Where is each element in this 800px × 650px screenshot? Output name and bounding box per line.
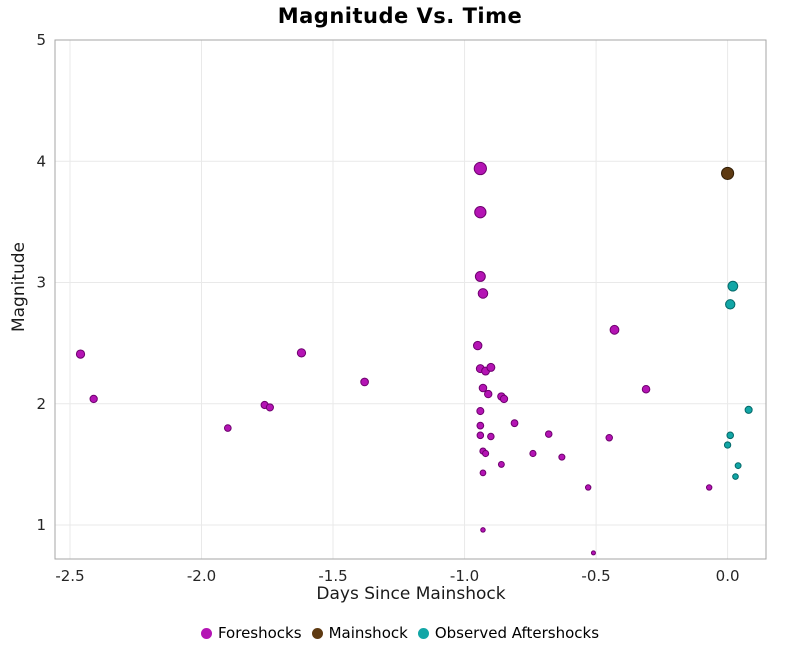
data-point [544,430,553,438]
data-point [744,405,753,414]
data-point [474,206,487,219]
x-tick-label: 0.0 [716,567,740,585]
y-tick-label: 1 [36,516,46,534]
data-point [723,441,732,449]
legend-item-mainshock: Mainshock [311,624,408,642]
data-point [605,433,613,442]
data-point [476,407,485,416]
x-tick-label: -0.5 [581,567,610,585]
data-point [727,280,739,292]
legend-item-aftershocks: Observed Aftershocks [417,624,600,642]
x-tick-label: -1.0 [450,567,479,585]
data-point [477,288,489,299]
data-point [497,460,505,468]
data-point [705,484,713,491]
y-tick-label: 3 [36,274,46,292]
legend-label-aftershocks: Observed Aftershocks [434,624,600,642]
data-point [584,484,592,491]
data-point [721,166,735,180]
data-point [734,462,742,470]
data-point [265,403,274,412]
aftershocks-marker-icon [417,627,429,639]
y-tick-label: 4 [36,152,46,170]
x-tick-label: -2.5 [55,567,84,585]
data-point [472,340,483,351]
data-point [478,383,488,393]
legend-label-foreshocks: Foreshocks [217,624,302,642]
y-axis-label: Magnitude [9,241,29,333]
chart-title: Magnitude Vs. Time [277,4,523,28]
data-point [223,424,232,432]
data-point [725,299,736,310]
mainshock-marker-icon [311,627,323,639]
x-tick-label: -1.5 [318,567,347,585]
data-point [89,394,98,404]
data-point [609,324,620,335]
data-point [558,453,566,461]
data-point [487,432,495,441]
data-point [732,473,739,480]
data-point [641,384,651,394]
data-point [473,161,487,176]
data-point [510,419,519,428]
data-point [296,348,307,358]
data-point [499,394,509,404]
data-point [75,349,86,359]
x-axis-label: Days Since Mainshock [316,584,506,604]
data-point [726,431,734,440]
data-point [474,271,486,282]
legend-item-foreshocks: Foreshocks [200,624,302,642]
data-point [484,389,493,399]
plot-border [54,39,767,560]
data-point [480,527,486,533]
data-point [476,421,485,430]
data-point [360,377,369,387]
data-point [486,362,496,372]
data-point [479,469,487,477]
legend: Foreshocks Mainshock Observed Aftershock… [0,620,800,646]
data-point [482,449,490,458]
data-point [529,449,537,458]
y-tick-label: 5 [36,31,46,49]
legend-label-mainshock: Mainshock [328,624,408,642]
foreshocks-marker-icon [200,627,212,639]
data-point [590,550,596,556]
data-point [476,431,485,440]
x-tick-label: -2.0 [187,567,216,585]
y-tick-label: 2 [36,395,46,413]
